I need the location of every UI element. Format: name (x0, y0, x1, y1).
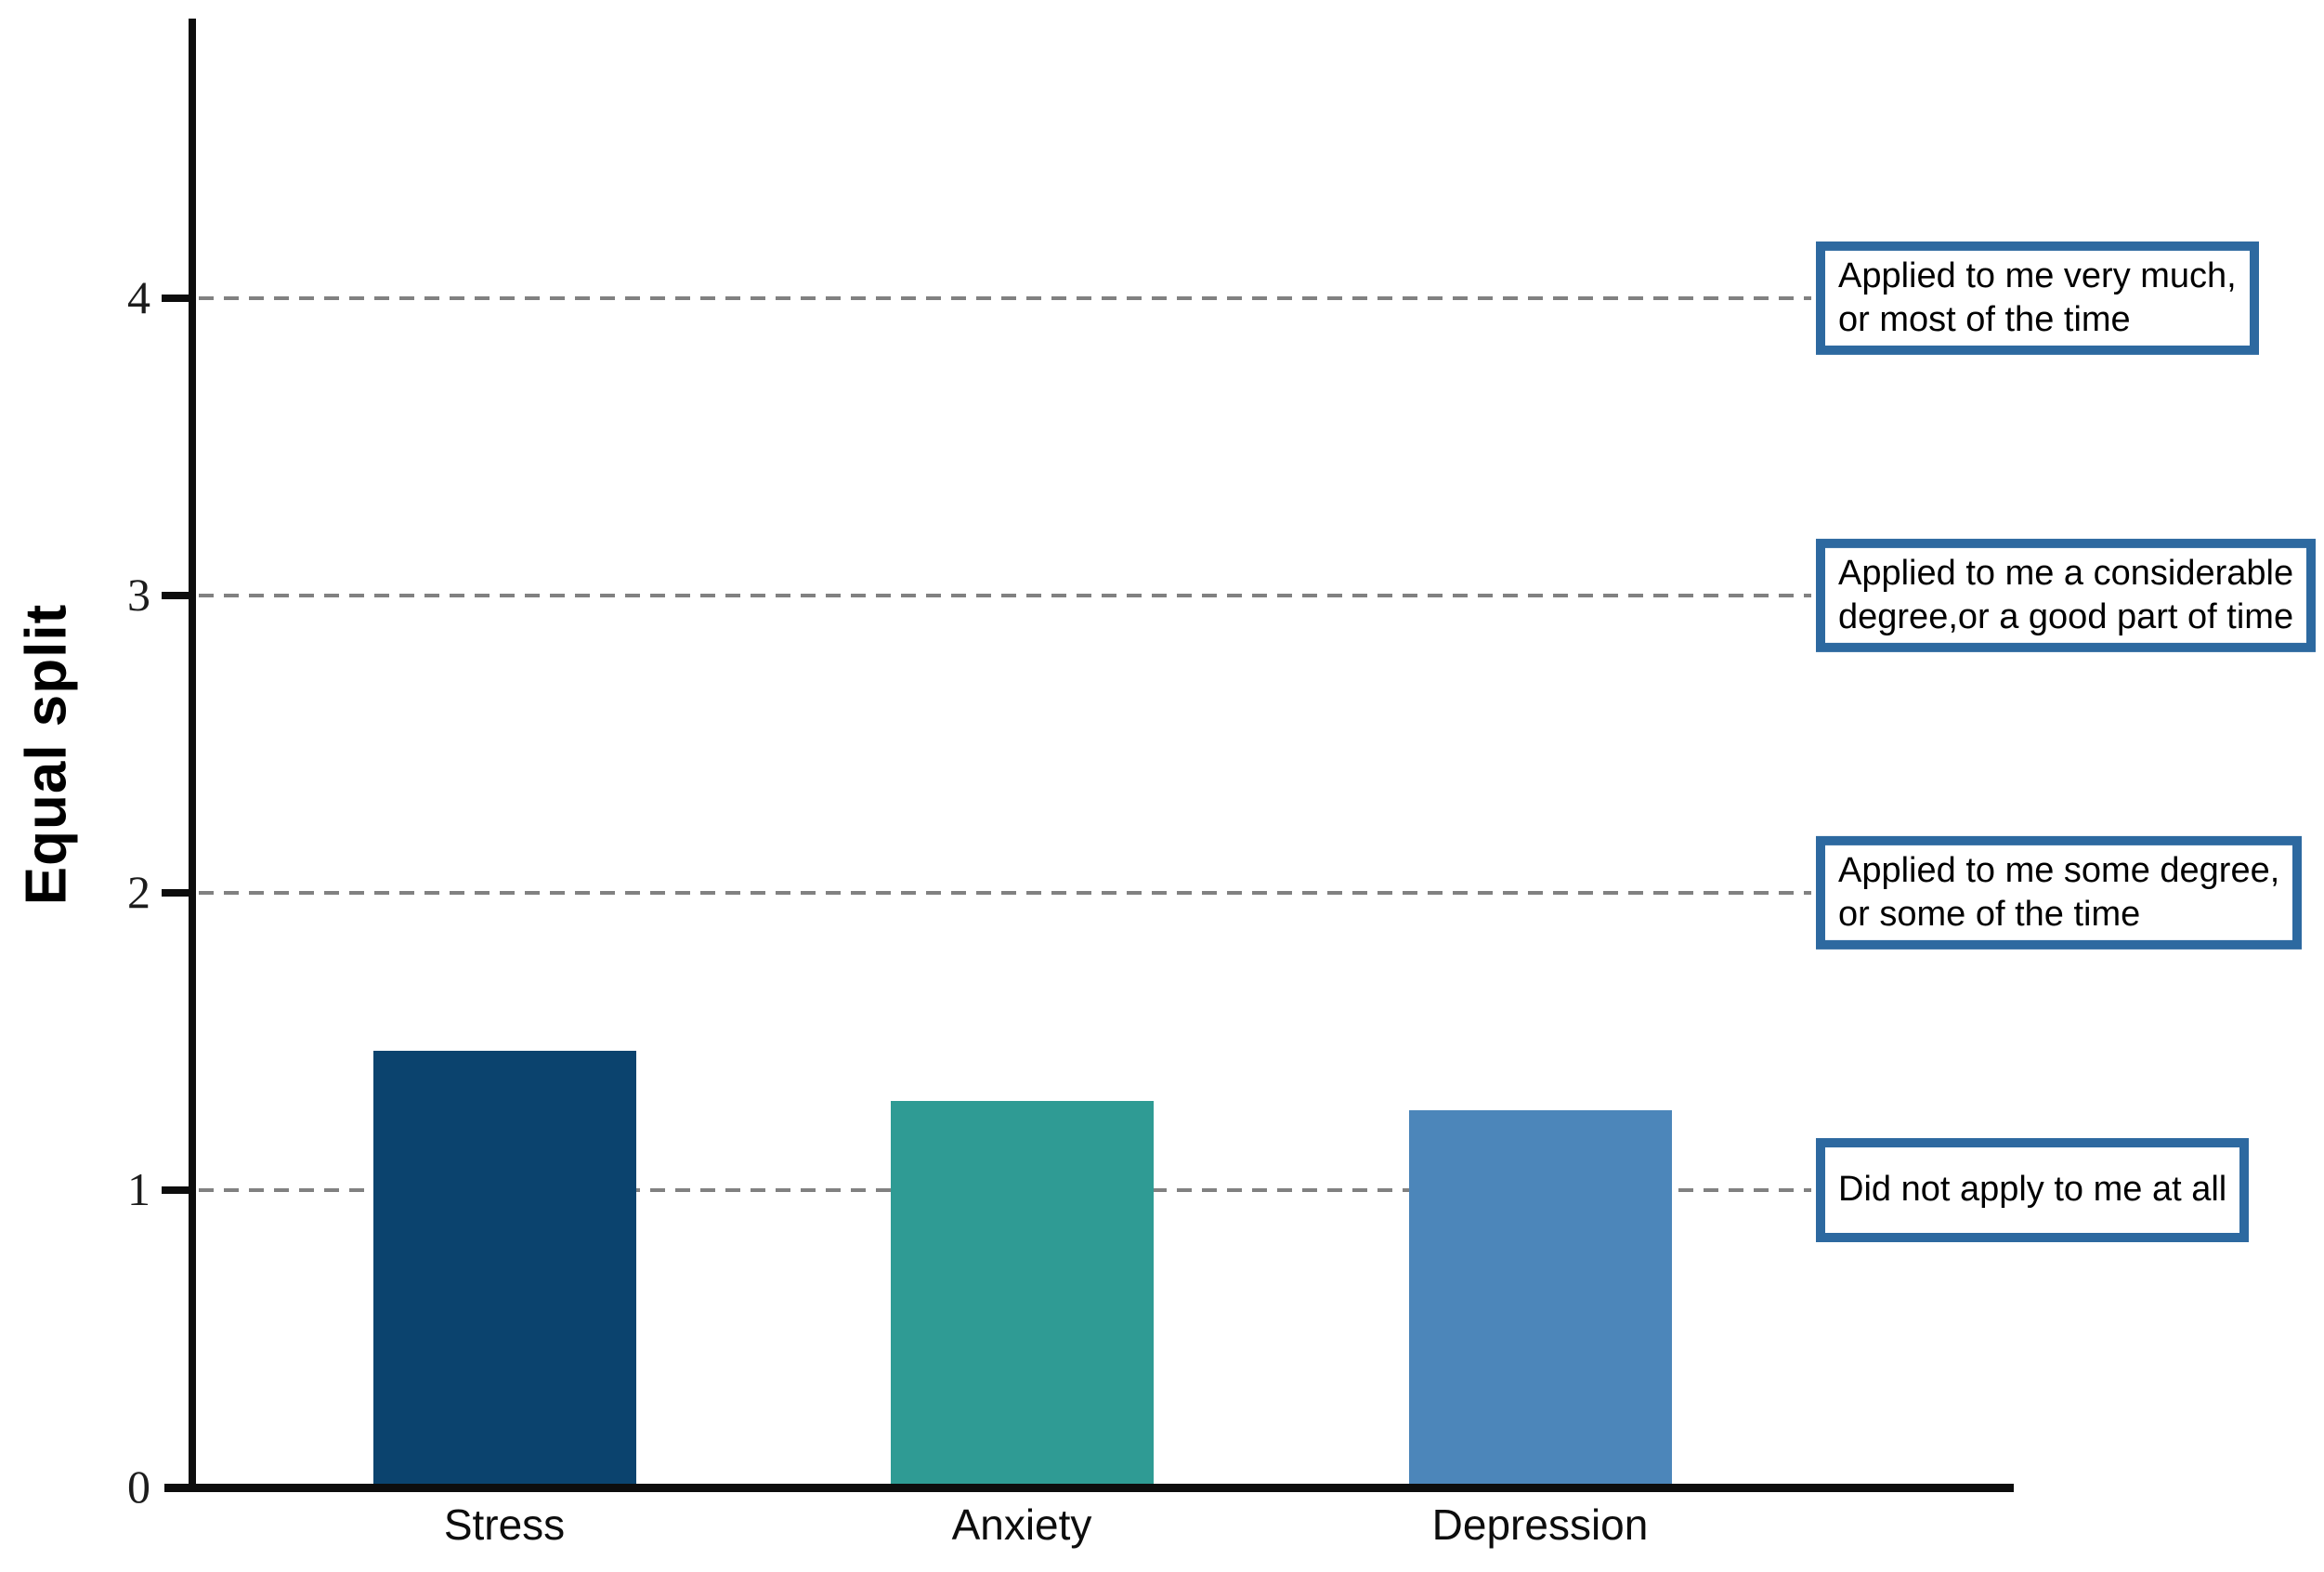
x-label-depression: Depression (1431, 1500, 1649, 1549)
y-tick-mark-3 (162, 592, 192, 599)
y-tick-mark-4 (162, 295, 192, 302)
annotation-text-line: Applied to me a considerable (1838, 553, 2294, 593)
annotation-text-line: Applied to me very much, (1838, 255, 2237, 295)
gridline-y3 (199, 594, 1811, 597)
annotation-text-line: degree,or a good part of time (1838, 597, 2294, 636)
y-axis-title: Equal split (14, 603, 79, 906)
y-tick-label-2: 2 (127, 866, 150, 918)
annotation-text-line: or most of the time (1838, 300, 2131, 339)
annotation-text-line: Applied to me some degree, (1838, 850, 2280, 890)
gridline-y2 (199, 891, 1811, 895)
annotation-text-line: or some of the time (1838, 895, 2141, 934)
annotation-box-level-2: Applied to me some degree, or some of the… (1816, 835, 2303, 950)
annotation-box-level-4: Applied to me very much, or most of the t… (1816, 241, 2259, 356)
y-tick-mark-2 (162, 889, 192, 897)
y-tick-label-4: 4 (127, 271, 150, 323)
x-axis-line (164, 1484, 2014, 1492)
bar-stress (373, 1050, 636, 1486)
annotation-text-line: Did not apply to me at all (1838, 1170, 2227, 1210)
x-label-anxiety: Anxiety (951, 1500, 1092, 1549)
y-tick-label-0: 0 (127, 1461, 150, 1513)
y-tick-mark-1 (162, 1186, 192, 1194)
annotation-box-level-3: Applied to me a considerable degree,or a … (1816, 538, 2317, 653)
y-tick-label-3: 3 (127, 569, 150, 621)
y-tick-label-1: 1 (127, 1163, 150, 1215)
gridline-y4 (199, 296, 1811, 300)
annotation-box-level-1: Did not apply to me at all (1816, 1138, 2250, 1242)
y-axis-line (189, 19, 196, 1491)
bar-depression (1409, 1109, 1672, 1486)
bar-anxiety (891, 1101, 1154, 1486)
x-label-stress: Stress (443, 1500, 566, 1549)
